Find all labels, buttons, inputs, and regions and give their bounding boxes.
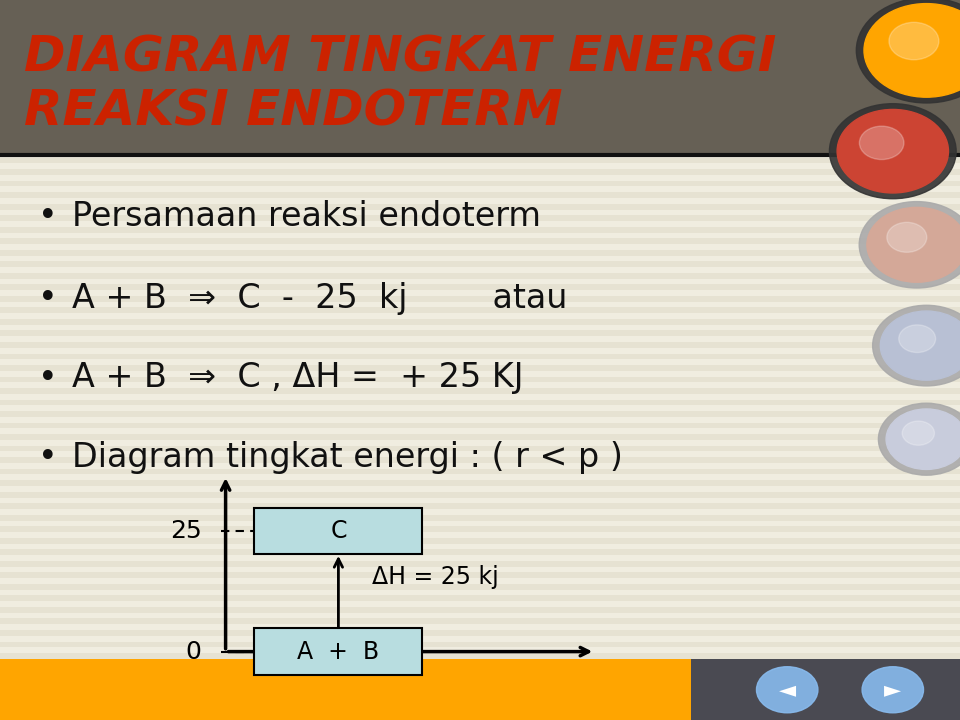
- Circle shape: [756, 667, 818, 713]
- FancyBboxPatch shape: [0, 169, 960, 175]
- FancyBboxPatch shape: [0, 607, 960, 613]
- Circle shape: [899, 325, 936, 353]
- FancyBboxPatch shape: [0, 526, 960, 532]
- FancyBboxPatch shape: [0, 434, 960, 440]
- FancyBboxPatch shape: [0, 515, 960, 521]
- FancyBboxPatch shape: [0, 492, 960, 498]
- FancyBboxPatch shape: [0, 273, 960, 279]
- Text: •: •: [38, 361, 58, 395]
- FancyBboxPatch shape: [254, 628, 422, 675]
- FancyBboxPatch shape: [0, 342, 960, 348]
- FancyBboxPatch shape: [691, 659, 960, 720]
- FancyBboxPatch shape: [0, 250, 960, 256]
- Text: ΔH = 25 kj: ΔH = 25 kj: [372, 565, 499, 589]
- FancyBboxPatch shape: [0, 0, 960, 659]
- Text: A + B  ⇒  C  -  25  kj        atau: A + B ⇒ C - 25 kj atau: [72, 282, 567, 315]
- FancyBboxPatch shape: [0, 284, 960, 290]
- FancyBboxPatch shape: [0, 215, 960, 221]
- FancyBboxPatch shape: [0, 192, 960, 198]
- FancyBboxPatch shape: [0, 584, 960, 590]
- Circle shape: [829, 104, 956, 199]
- FancyBboxPatch shape: [0, 480, 960, 486]
- Text: 0: 0: [185, 639, 202, 664]
- Text: A + B  ⇒  C , ΔH =  + 25 KJ: A + B ⇒ C , ΔH = + 25 KJ: [72, 361, 523, 395]
- Circle shape: [837, 109, 948, 193]
- FancyBboxPatch shape: [0, 561, 960, 567]
- Text: Persamaan reaksi endoterm: Persamaan reaksi endoterm: [72, 199, 541, 233]
- Text: 25: 25: [170, 519, 202, 543]
- FancyBboxPatch shape: [0, 411, 960, 417]
- FancyBboxPatch shape: [0, 354, 960, 359]
- FancyBboxPatch shape: [0, 630, 960, 636]
- Text: •: •: [38, 441, 58, 474]
- FancyBboxPatch shape: [0, 457, 960, 463]
- FancyBboxPatch shape: [0, 307, 960, 313]
- FancyBboxPatch shape: [0, 238, 960, 244]
- FancyBboxPatch shape: [0, 388, 960, 394]
- Text: REAKSI ENDOTERM: REAKSI ENDOTERM: [24, 88, 563, 135]
- FancyBboxPatch shape: [0, 204, 960, 210]
- FancyBboxPatch shape: [0, 227, 960, 233]
- Text: •: •: [38, 199, 58, 233]
- Circle shape: [878, 403, 960, 475]
- Text: Diagram tingkat energi : ( r < p ): Diagram tingkat energi : ( r < p ): [72, 441, 623, 474]
- FancyBboxPatch shape: [0, 618, 960, 624]
- Circle shape: [889, 22, 939, 60]
- FancyBboxPatch shape: [0, 377, 960, 382]
- FancyBboxPatch shape: [0, 503, 960, 509]
- FancyBboxPatch shape: [0, 365, 960, 371]
- Circle shape: [902, 421, 934, 445]
- FancyBboxPatch shape: [0, 423, 960, 428]
- FancyBboxPatch shape: [0, 261, 960, 267]
- Circle shape: [864, 4, 960, 97]
- FancyBboxPatch shape: [0, 549, 960, 555]
- Circle shape: [856, 0, 960, 103]
- FancyBboxPatch shape: [0, 572, 960, 578]
- FancyBboxPatch shape: [0, 158, 960, 163]
- FancyBboxPatch shape: [254, 508, 422, 554]
- FancyBboxPatch shape: [0, 538, 960, 544]
- Text: DIAGRAM TINGKAT ENERGI: DIAGRAM TINGKAT ENERGI: [24, 34, 777, 81]
- FancyBboxPatch shape: [0, 642, 960, 647]
- Text: A  +  B: A + B: [298, 639, 379, 664]
- FancyBboxPatch shape: [0, 296, 960, 302]
- FancyBboxPatch shape: [0, 181, 960, 186]
- Circle shape: [873, 305, 960, 386]
- FancyBboxPatch shape: [0, 400, 960, 405]
- FancyBboxPatch shape: [0, 446, 960, 451]
- Text: ◄: ◄: [779, 680, 796, 700]
- Circle shape: [867, 207, 960, 282]
- FancyBboxPatch shape: [0, 659, 960, 720]
- Text: ►: ►: [884, 680, 901, 700]
- Circle shape: [862, 667, 924, 713]
- Circle shape: [887, 222, 926, 252]
- Circle shape: [886, 409, 960, 469]
- Text: C: C: [330, 519, 347, 543]
- Circle shape: [859, 126, 904, 160]
- Circle shape: [880, 311, 960, 380]
- FancyBboxPatch shape: [0, 469, 960, 474]
- FancyBboxPatch shape: [0, 319, 960, 325]
- FancyBboxPatch shape: [0, 653, 960, 659]
- FancyBboxPatch shape: [0, 330, 960, 336]
- FancyBboxPatch shape: [0, 0, 960, 155]
- Text: •: •: [38, 282, 58, 315]
- Circle shape: [859, 202, 960, 288]
- FancyBboxPatch shape: [0, 595, 960, 601]
